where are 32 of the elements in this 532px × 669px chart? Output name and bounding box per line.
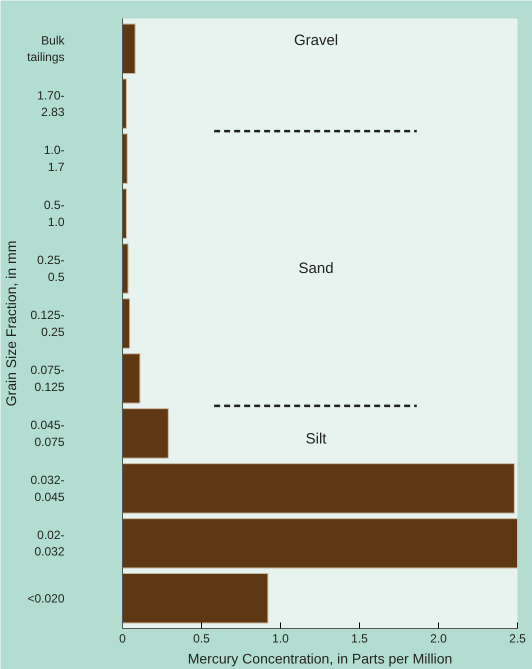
- y-tick-label: <0.020: [27, 591, 65, 606]
- x-tick-label: 2.5: [509, 632, 526, 646]
- bar: [122, 518, 518, 569]
- bar: [122, 243, 129, 294]
- x-tick-label: 0.5: [193, 632, 210, 646]
- x-tick-label: 0: [119, 632, 126, 646]
- y-axis-title: Grain Size Fraction, in mm: [3, 240, 20, 406]
- x-tick-label: 2.0: [430, 632, 448, 646]
- annotation: Gravel: [294, 32, 338, 49]
- bar: [122, 463, 515, 514]
- x-tick-label: 1.5: [351, 632, 368, 646]
- x-tick-label: 1.0: [272, 632, 290, 646]
- y-tick-label: 0.25-0.5: [37, 253, 65, 284]
- y-tick-label: 1.70-2.83: [37, 88, 65, 120]
- bar: [122, 298, 130, 349]
- y-tick-label: 0.032-0.045: [30, 472, 65, 504]
- x-axis-title: Mercury Concentration, in Parts per Million: [188, 650, 452, 666]
- bar: [122, 408, 169, 459]
- bar: [122, 188, 127, 239]
- bar: [122, 573, 268, 624]
- y-tick-label: 0.125-0.25: [30, 308, 65, 339]
- annotation: Silt: [306, 430, 328, 448]
- y-tick-label: Bulk tailings: [27, 33, 66, 64]
- y-tick-label: 0.045-0.075: [30, 418, 65, 449]
- bar: [122, 23, 136, 74]
- bar: [122, 353, 140, 404]
- y-tick-label: 0.075-0.125: [30, 363, 65, 394]
- y-tick-label: 1.0-1.7: [44, 143, 65, 174]
- annotation: Sand: [298, 260, 334, 278]
- y-tick-label: 0.5-1.0: [44, 198, 65, 229]
- bar: [122, 78, 127, 129]
- y-tick-label: 0.02-0.032: [34, 528, 65, 559]
